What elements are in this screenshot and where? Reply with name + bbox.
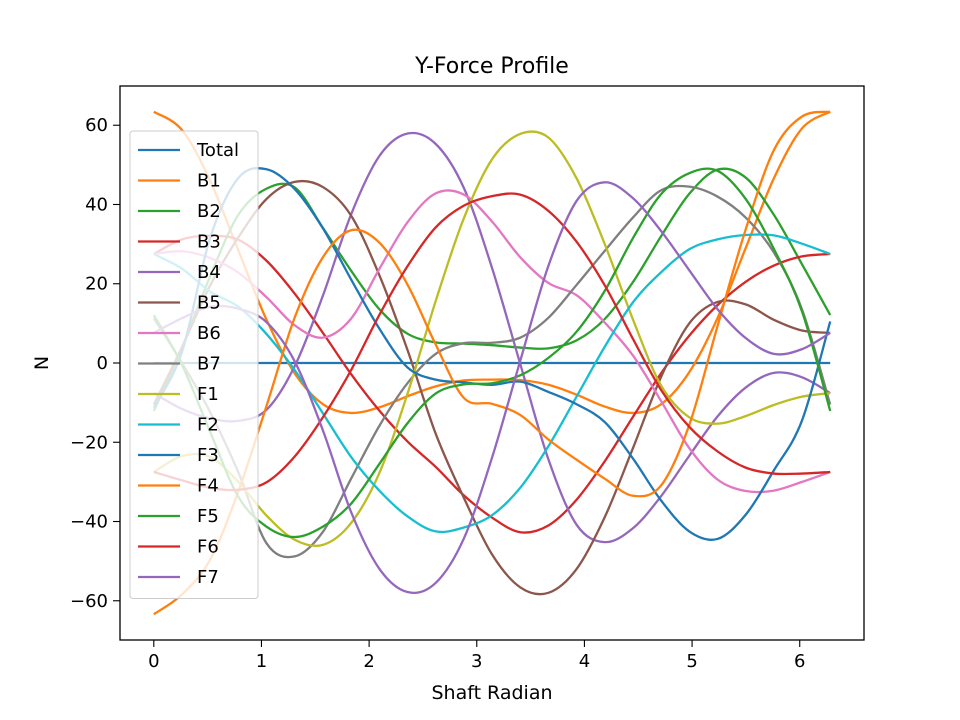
y-tick-label: 0 bbox=[97, 353, 108, 374]
series-line-b6 bbox=[153, 189, 831, 494]
legend-label: F5 bbox=[197, 506, 219, 527]
series-line-b7 bbox=[152, 184, 832, 559]
legend-label: B6 bbox=[197, 323, 221, 344]
legend-box bbox=[129, 130, 259, 599]
x-tick-label: 3 bbox=[471, 651, 482, 672]
legend-label: F4 bbox=[197, 476, 219, 497]
series-line-b1 bbox=[153, 110, 831, 415]
legend: Total B1 B2 B3 B4 B5 B6 B7 F1 F2 F3 F4 F5 F6 F7 bbox=[129, 130, 259, 599]
legend-label: F2 bbox=[197, 415, 219, 436]
y-tick-label: 40 bbox=[85, 194, 108, 215]
legend-label: F3 bbox=[197, 445, 219, 466]
legend-label: B4 bbox=[197, 262, 221, 283]
series-line-f2 bbox=[153, 233, 831, 534]
y-tick-label: −40 bbox=[70, 512, 108, 533]
y-tick-label: −20 bbox=[70, 432, 108, 453]
x-tick-label: 4 bbox=[579, 651, 590, 672]
legend-label: B1 bbox=[197, 171, 221, 192]
chart-title: Y-Force Profile bbox=[414, 54, 569, 79]
legend-label: B7 bbox=[197, 354, 221, 375]
legend-label: B5 bbox=[197, 293, 221, 314]
legend-label: B2 bbox=[197, 201, 221, 222]
series-line-b3 bbox=[153, 234, 831, 534]
y-tick-label: −60 bbox=[70, 591, 108, 612]
series-line-b4 bbox=[153, 131, 831, 544]
legend-label: B3 bbox=[197, 232, 221, 253]
y-tick-label: 20 bbox=[85, 274, 108, 295]
x-tick-label: 5 bbox=[686, 651, 697, 672]
legend-label: F6 bbox=[197, 537, 219, 558]
series-line-f1 bbox=[153, 130, 831, 548]
legend-label: F1 bbox=[197, 384, 219, 405]
y-tick-label: 60 bbox=[85, 115, 108, 136]
y-axis-label: N bbox=[31, 356, 53, 370]
legend-label: Total bbox=[196, 140, 239, 161]
series-line-b5 bbox=[152, 179, 831, 596]
series-line-f5 bbox=[152, 167, 832, 539]
x-tick-label: 0 bbox=[148, 651, 159, 672]
series-line-f3 bbox=[152, 167, 832, 541]
x-tick-label: 2 bbox=[363, 651, 374, 672]
y-axis-ticks: −60 −40 −20 0 20 40 60 bbox=[70, 115, 120, 612]
x-tick-label: 1 bbox=[256, 651, 267, 672]
x-axis-ticks: 0 1 2 3 4 5 6 bbox=[148, 640, 805, 672]
series-lines bbox=[152, 110, 832, 616]
x-axis-label: Shaft Radian bbox=[431, 682, 552, 704]
x-tick-label: 6 bbox=[794, 651, 805, 672]
series-line-f6 bbox=[153, 192, 831, 492]
series-line-f7 bbox=[153, 181, 831, 595]
legend-label: F7 bbox=[197, 567, 219, 588]
